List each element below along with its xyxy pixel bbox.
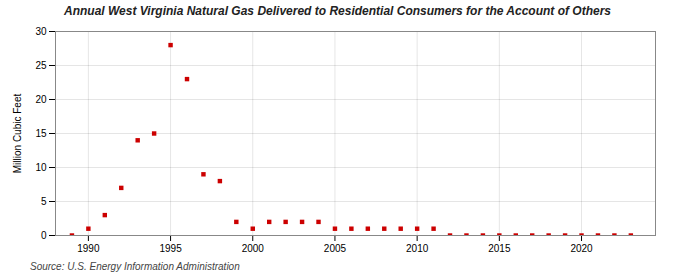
- svg-text:5: 5: [41, 196, 47, 207]
- svg-text:10: 10: [35, 162, 47, 173]
- svg-text:2015: 2015: [488, 243, 511, 254]
- svg-text:20: 20: [35, 94, 47, 105]
- svg-text:15: 15: [35, 128, 47, 139]
- svg-text:2000: 2000: [242, 243, 265, 254]
- svg-text:0: 0: [41, 230, 47, 241]
- svg-text:25: 25: [35, 60, 47, 71]
- svg-text:Million Cubic Feet: Million Cubic Feet: [12, 94, 23, 174]
- svg-text:2020: 2020: [570, 243, 593, 254]
- svg-text:30: 30: [35, 26, 47, 37]
- svg-text:2010: 2010: [406, 243, 429, 254]
- svg-text:1995: 1995: [159, 243, 182, 254]
- html-text:Source: U.S. Energy Informatio: Source: U.S. Energy Information Administ…: [30, 261, 240, 272]
- svg-text:2005: 2005: [324, 243, 347, 254]
- html-text:Annual West Virginia Natural G: Annual West Virginia Natural Gas Deliver…: [64, 4, 611, 18]
- svg-text:1990: 1990: [77, 243, 100, 254]
